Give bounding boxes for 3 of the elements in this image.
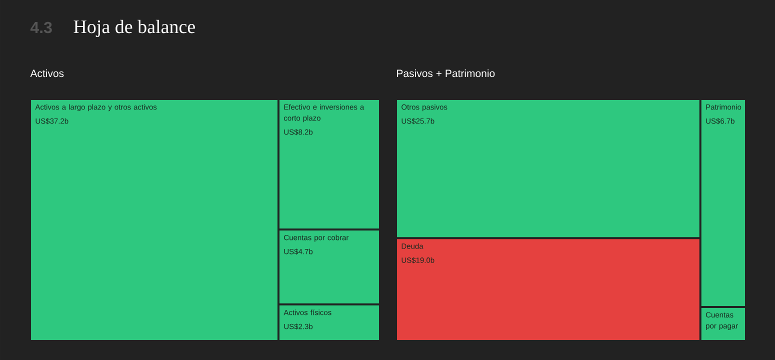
text: Hoja de balance [74, 20, 195, 38]
text: Activos [30, 69, 64, 78]
text: Pasivos + Patrimonio [397, 69, 495, 78]
